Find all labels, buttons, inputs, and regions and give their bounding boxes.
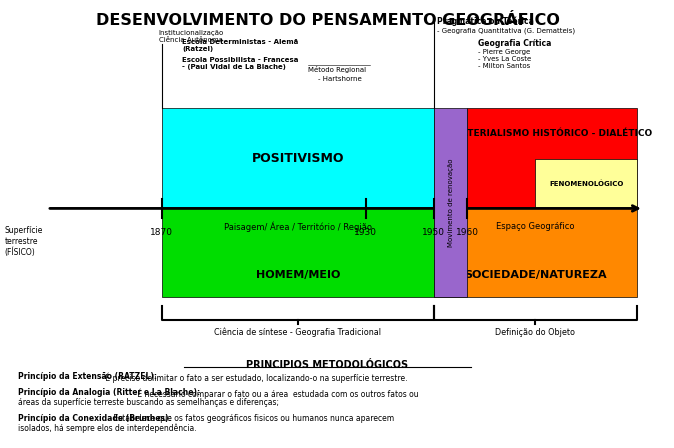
Text: Escola Possibilista - Francesa
- (Paul Vidal de La Blache): Escola Possibilista - Francesa - (Paul V… — [182, 57, 299, 70]
Text: É preciso delimitar o fato a ser estudado, localizando-o na superfície terrestre: É preciso delimitar o fato a ser estudad… — [102, 372, 407, 383]
Text: PRINCIPIOS METODOLÓGICOS: PRINCIPIOS METODOLÓGICOS — [247, 360, 408, 370]
Text: É necessário comparar o fato ou a área  estudada com os outros fatos ou: É necessário comparar o fato ou a área e… — [135, 388, 419, 399]
Bar — [433, 208, 637, 297]
Text: Definição do Objeto: Definição do Objeto — [495, 328, 576, 337]
Text: Espaço Geográfico: Espaço Geográfico — [496, 222, 575, 231]
Text: isolados, há sempre elos de interdependência.: isolados, há sempre elos de interdependê… — [18, 424, 196, 433]
Bar — [433, 108, 468, 297]
Bar — [468, 108, 637, 208]
Text: 1950: 1950 — [422, 228, 445, 237]
Text: SOCIEDADE/NATUREZA: SOCIEDADE/NATUREZA — [464, 270, 607, 280]
Text: POSITIVISMO: POSITIVISMO — [251, 152, 344, 165]
Text: 1870: 1870 — [150, 228, 173, 237]
Text: Pragmática ou Teórica: Pragmática ou Teórica — [437, 17, 534, 26]
Text: Princípio da Analogia (Ritter e La Blache):: Princípio da Analogia (Ritter e La Blach… — [18, 388, 200, 397]
Text: Estabelece que os fatos geográficos fisicos ou humanos nunca aparecem: Estabelece que os fatos geográficos fisi… — [111, 414, 394, 423]
Bar — [162, 108, 433, 208]
Bar — [535, 159, 637, 208]
Text: FENOMENOLÓGICO: FENOMENOLÓGICO — [549, 181, 623, 187]
Text: áreas da superfície terreste buscando as semelhanças e diferenças;: áreas da superfície terreste buscando as… — [18, 398, 278, 407]
Text: Paisagem/ Área / Território / Região: Paisagem/ Área / Território / Região — [224, 222, 372, 232]
Text: 1960: 1960 — [456, 228, 479, 237]
Text: Método Regional: Método Regional — [308, 66, 366, 73]
Text: DESENVOLVIMENTO DO PENSAMENTO GEOGRÁFICO: DESENVOLVIMENTO DO PENSAMENTO GEOGRÁFICO — [96, 13, 559, 27]
Text: - Pierre George
- Yves La Coste
- Milton Santos: - Pierre George - Yves La Coste - Milton… — [478, 49, 531, 69]
Text: Princípio da Extensão (RATZEL):: Princípio da Extensão (RATZEL): — [18, 372, 156, 381]
Text: HOMEM/MEIO: HOMEM/MEIO — [255, 270, 340, 280]
Text: Princípio da Conexidade (Brunhes):: Princípio da Conexidade (Brunhes): — [18, 414, 171, 423]
Text: - Hartshorne: - Hartshorne — [317, 76, 361, 82]
Text: Superfície
terrestre
(FÍSICO): Superfície terrestre (FÍSICO) — [5, 226, 43, 257]
Text: Escola Deterministas - Alemã
(Ratzel): Escola Deterministas - Alemã (Ratzel) — [182, 39, 299, 52]
Text: - Geografia Quantitativa (G. Dematteis): - Geografia Quantitativa (G. Dematteis) — [437, 27, 575, 34]
Text: Geografia Crítica: Geografia Crítica — [478, 39, 551, 48]
Text: MATERIALISMO HISTÓRICO - DIALÉTICO: MATERIALISMO HISTÓRICO - DIALÉTICO — [452, 129, 652, 138]
Text: Institucionalização
Ciência Autônoma: Institucionalização Ciência Autônoma — [158, 30, 224, 43]
Bar — [162, 208, 433, 297]
Text: 1930: 1930 — [354, 228, 377, 237]
Text: Ciência de síntese - Geografia Tradicional: Ciência de síntese - Geografia Tradicion… — [214, 328, 381, 337]
Text: Movimento de renovação: Movimento de renovação — [448, 159, 454, 247]
